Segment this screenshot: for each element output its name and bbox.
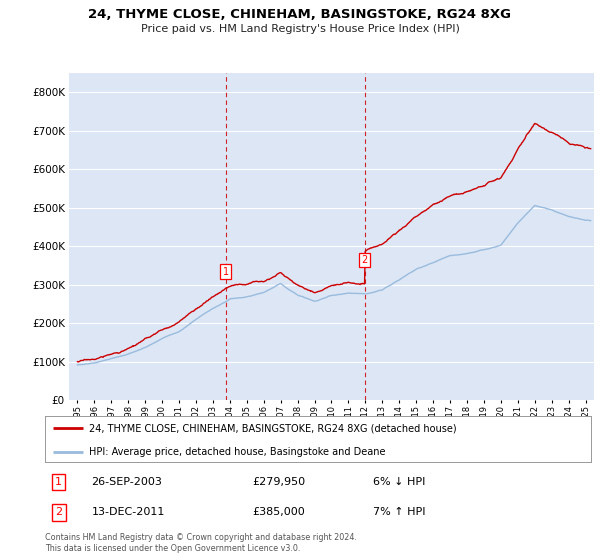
Text: £279,950: £279,950 [253,477,305,487]
Text: HPI: Average price, detached house, Basingstoke and Deane: HPI: Average price, detached house, Basi… [89,447,385,457]
Text: 7% ↑ HPI: 7% ↑ HPI [373,507,425,517]
Text: Price paid vs. HM Land Registry's House Price Index (HPI): Price paid vs. HM Land Registry's House … [140,24,460,34]
Text: 13-DEC-2011: 13-DEC-2011 [91,507,165,517]
Text: 2: 2 [362,255,368,265]
Text: 24, THYME CLOSE, CHINEHAM, BASINGSTOKE, RG24 8XG: 24, THYME CLOSE, CHINEHAM, BASINGSTOKE, … [89,8,511,21]
Text: Contains HM Land Registry data © Crown copyright and database right 2024.
This d: Contains HM Land Registry data © Crown c… [45,533,357,553]
Text: 6% ↓ HPI: 6% ↓ HPI [373,477,425,487]
Text: £385,000: £385,000 [253,507,305,517]
Text: 24, THYME CLOSE, CHINEHAM, BASINGSTOKE, RG24 8XG (detached house): 24, THYME CLOSE, CHINEHAM, BASINGSTOKE, … [89,423,457,433]
Text: 1: 1 [55,477,62,487]
Text: 1: 1 [223,267,229,277]
Text: 2: 2 [55,507,62,517]
Text: 26-SEP-2003: 26-SEP-2003 [91,477,162,487]
